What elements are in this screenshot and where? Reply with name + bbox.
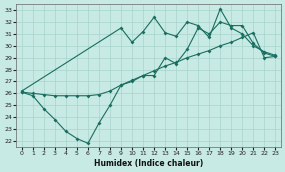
X-axis label: Humidex (Indice chaleur): Humidex (Indice chaleur) — [94, 159, 203, 168]
